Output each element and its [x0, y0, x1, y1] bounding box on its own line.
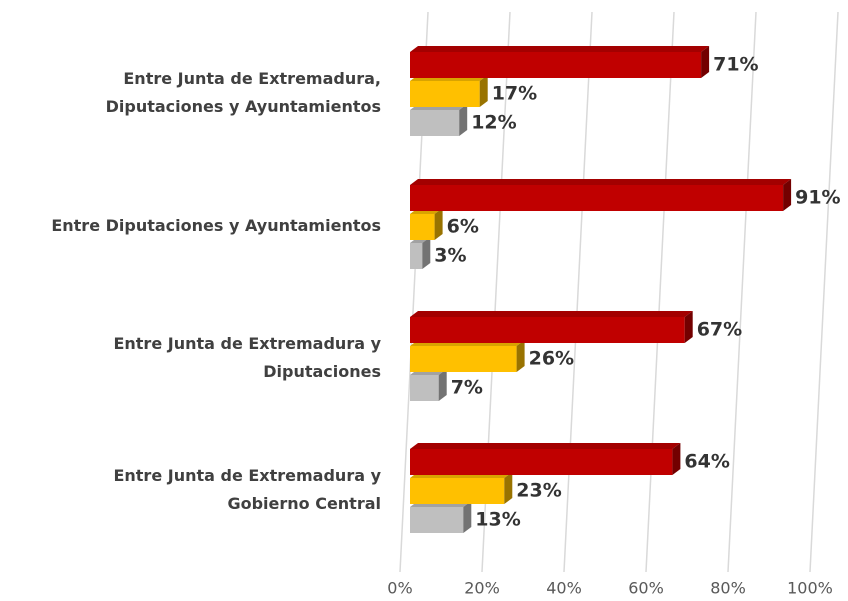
bar-front [410, 110, 460, 136]
bar-front [410, 52, 702, 78]
bar-side [684, 311, 693, 343]
bar-side [463, 501, 472, 533]
x-tick-label: 80% [710, 579, 746, 598]
grid-line [563, 11, 593, 573]
category-label: Entre Junta de Extremadura, [123, 69, 381, 88]
bar-front [410, 185, 784, 211]
bar-side [783, 179, 792, 211]
x-tick-label: 0% [387, 579, 412, 598]
bar-top [410, 443, 681, 449]
bar [410, 237, 431, 269]
bar-front [410, 375, 439, 401]
value-label: 64% [684, 451, 729, 473]
bar-top [410, 46, 710, 52]
bar [410, 369, 447, 401]
category-label: Entre Diputaciones y Ayuntamientos [51, 216, 381, 235]
value-label: 6% [447, 216, 479, 238]
bar-side [459, 104, 468, 136]
value-label: 91% [795, 187, 840, 209]
bar-side [672, 443, 681, 475]
bar [410, 501, 472, 533]
bar-front [410, 346, 517, 372]
bar-side [434, 208, 443, 240]
value-label: 67% [697, 319, 742, 341]
bar [410, 311, 693, 343]
bar-side [516, 340, 525, 372]
value-label: 12% [471, 112, 516, 134]
value-label: 23% [516, 480, 561, 502]
grid-line [645, 11, 675, 573]
bar-side [438, 369, 447, 401]
bar-front [410, 478, 505, 504]
bar-front [410, 449, 673, 475]
bar-front [410, 81, 480, 107]
value-label: 7% [451, 377, 483, 399]
bar-top [410, 179, 792, 185]
bar-front [410, 317, 685, 343]
x-tick-label: 60% [628, 579, 664, 598]
bar [410, 46, 710, 78]
category-label: Diputaciones [263, 362, 381, 381]
value-label: 3% [434, 245, 466, 267]
category-label: Entre Junta de Extremadura y [113, 334, 381, 353]
bar [410, 340, 525, 372]
bar-side [701, 46, 710, 78]
bar [410, 75, 488, 107]
x-tick-label: 20% [464, 579, 500, 598]
category-label: Gobierno Central [227, 494, 381, 513]
bar [410, 179, 792, 211]
bar-side [504, 472, 513, 504]
x-tick-label: 100% [787, 579, 833, 598]
category-label: Diputaciones y Ayuntamientos [106, 97, 381, 116]
bar-front [410, 243, 423, 269]
bar-side [479, 75, 488, 107]
grid-line [727, 11, 757, 573]
bar-side [422, 237, 431, 269]
value-label: 26% [529, 348, 574, 370]
bar [410, 104, 468, 136]
value-label: 13% [475, 509, 520, 531]
value-label: 71% [713, 54, 758, 76]
bar-front [410, 507, 464, 533]
bar [410, 472, 513, 504]
bar-top [410, 311, 693, 317]
value-label: 17% [492, 83, 537, 105]
grid-line [809, 11, 839, 573]
bar [410, 208, 443, 240]
bar [410, 443, 681, 475]
x-tick-label: 40% [546, 579, 582, 598]
category-label: Entre Junta de Extremadura y [113, 466, 381, 485]
bar-front [410, 214, 435, 240]
